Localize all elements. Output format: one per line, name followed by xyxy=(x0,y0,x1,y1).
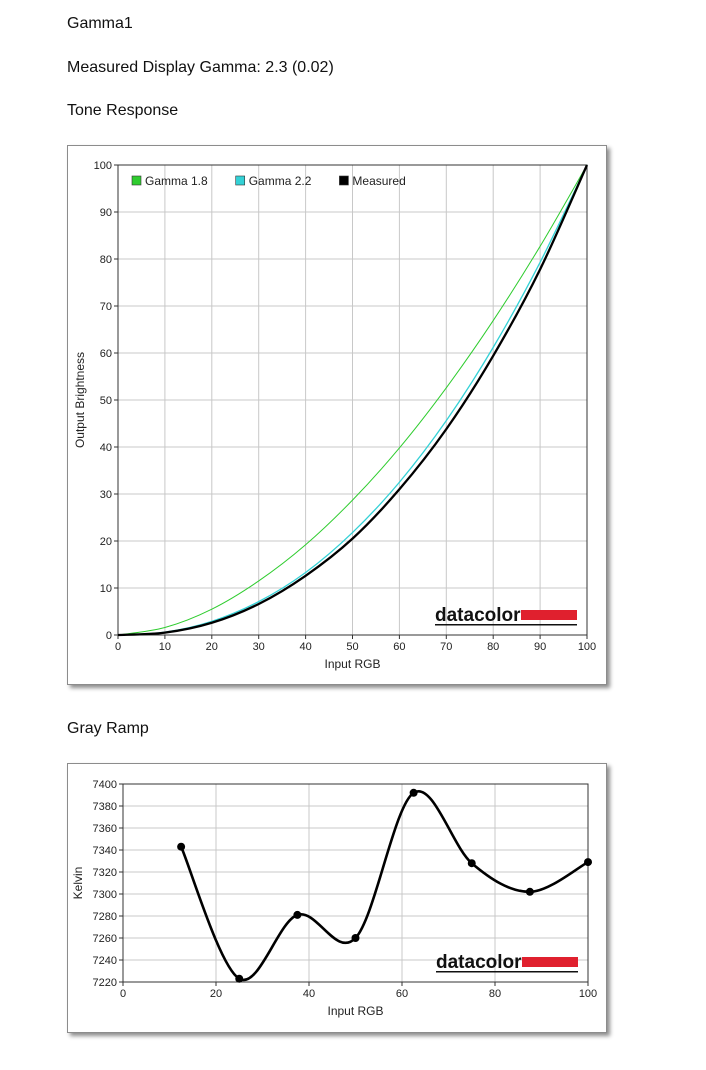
datacolor-logo: datacolor xyxy=(435,605,577,626)
y-tick-label: 7260 xyxy=(93,933,117,945)
y-tick-label: 60 xyxy=(100,348,112,360)
plot-frame xyxy=(122,783,589,983)
y-tick-label: 10 xyxy=(100,583,112,595)
series-line-0 xyxy=(177,788,592,983)
gray-ramp-heading: Gray Ramp xyxy=(67,720,149,737)
legend-swatch xyxy=(339,175,349,186)
legend-item: Gamma 2.2 xyxy=(235,174,312,188)
x-tick-label: 60 xyxy=(393,641,405,653)
data-point xyxy=(293,910,302,919)
y-tick-label: 70 xyxy=(100,301,112,313)
y-tick-label: 7320 xyxy=(93,867,117,879)
tone-response-chart: 0 10 20 30 40 50 60 70 80 90 100 0 10 20 30 40 50 60 70 80 9… xyxy=(73,160,596,671)
x-tick-label: 70 xyxy=(440,641,452,653)
x-tick-label: 20 xyxy=(210,988,222,1000)
x-tick-label: 80 xyxy=(487,641,499,653)
legend-item: Measured xyxy=(339,174,406,188)
datacolor-logo-underline xyxy=(436,971,578,973)
plot-area xyxy=(123,784,588,982)
y-tick-label: 80 xyxy=(100,254,112,266)
datacolor-logo-bar xyxy=(521,610,577,620)
y-tick-label: 7220 xyxy=(93,977,117,989)
data-point xyxy=(467,859,476,868)
y-tick-label: 0 xyxy=(106,630,112,642)
datacolor-logo-text: datacolor xyxy=(435,605,521,626)
y-tick-label: 90 xyxy=(100,207,112,219)
datacolor-logo: datacolor xyxy=(436,952,578,973)
series-line xyxy=(117,164,588,636)
y-tick-label: 7280 xyxy=(93,911,117,923)
gray-ramp-panel: 0 20 40 60 80 100 7220 7240 7260 7280 7300 7320 7340… xyxy=(67,763,607,1033)
y-tick-label: 7240 xyxy=(93,955,117,967)
x-tick-label: 50 xyxy=(346,641,358,653)
x-axis-label: Input RGB xyxy=(324,657,380,671)
y-tick-label: 7360 xyxy=(93,823,117,835)
data-point xyxy=(351,934,360,942)
y-axis-label: Kelvin xyxy=(71,867,85,900)
legend-swatch xyxy=(235,175,246,186)
x-tick-label: 30 xyxy=(253,641,265,653)
x-tick-label: 60 xyxy=(396,988,408,1000)
legend: Gamma 1.8 Gamma 2.2 Measured xyxy=(131,174,406,188)
legend-label: Measured xyxy=(352,174,405,188)
legend-swatch xyxy=(131,175,142,186)
datacolor-logo-underline xyxy=(435,624,577,626)
x-tick-label: 20 xyxy=(206,641,218,653)
datacolor-logo-text: datacolor xyxy=(436,952,522,973)
data-point xyxy=(584,858,592,867)
x-tick-label: 0 xyxy=(120,988,126,1000)
y-tick-label: 7340 xyxy=(93,845,117,857)
x-tick-label: 40 xyxy=(299,641,311,653)
x-tick-label: 0 xyxy=(115,641,121,653)
series-line xyxy=(117,164,589,637)
legend-label: Gamma 1.8 xyxy=(145,174,208,188)
y-tick-label: 7400 xyxy=(93,779,117,791)
x-tick-label: 90 xyxy=(534,641,546,653)
x-tick-label: 80 xyxy=(489,988,501,1000)
data-point xyxy=(177,842,186,851)
legend-label: Gamma 2.2 xyxy=(249,174,312,188)
data-point xyxy=(525,887,534,896)
datacolor-logo-bar xyxy=(522,957,578,967)
series-gamma-2-2 xyxy=(117,164,588,636)
x-axis-label: Input RGB xyxy=(327,1004,383,1018)
grid xyxy=(118,165,587,635)
y-tick-label: 100 xyxy=(94,160,112,172)
series-line xyxy=(117,164,588,636)
x-tick-label: 100 xyxy=(578,641,596,653)
gray-ramp-chart: 0 20 40 60 80 100 7220 7240 7260 7280 7300 7320 7340… xyxy=(71,779,597,1018)
legend-item: Gamma 1.8 xyxy=(131,174,208,188)
x-tick-label: 10 xyxy=(159,641,171,653)
y-tick-label: 30 xyxy=(100,489,112,501)
y-axis-label: Output Brightness xyxy=(73,352,87,448)
tone-response-panel: 0 10 20 30 40 50 60 70 80 90 100 0 10 20 30 40 50 60 70 80 9… xyxy=(67,145,607,685)
y-tick-label: 40 xyxy=(100,442,112,454)
data-point xyxy=(409,788,418,797)
y-tick-label: 7300 xyxy=(93,889,117,901)
profile-name: Gamma1 xyxy=(67,15,133,32)
data-point xyxy=(235,974,244,983)
tone-response-heading: Tone Response xyxy=(67,102,179,119)
series-gamma-1-8 xyxy=(117,164,588,636)
measured-gamma: Measured Display Gamma: 2.3 (0.02) xyxy=(67,59,334,76)
y-tick-label: 20 xyxy=(100,536,112,548)
series-measured xyxy=(117,164,589,637)
y-tick-label: 7380 xyxy=(93,801,117,813)
x-tick-label: 40 xyxy=(303,988,315,1000)
x-tick-label: 100 xyxy=(579,988,597,1000)
y-tick-label: 50 xyxy=(100,395,112,407)
